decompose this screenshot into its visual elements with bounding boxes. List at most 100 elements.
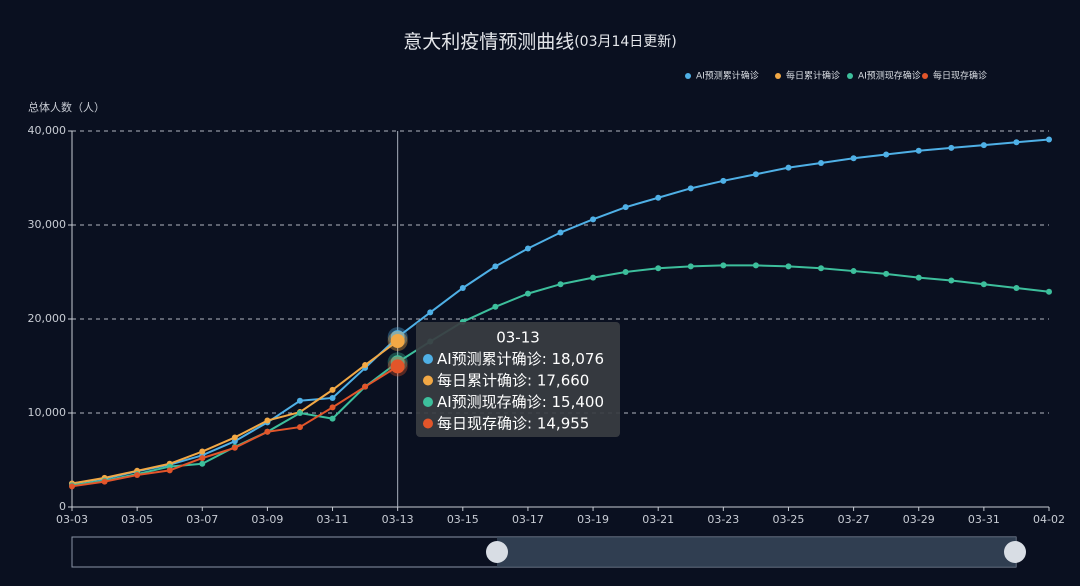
data-point	[362, 383, 369, 390]
data-point	[1046, 288, 1052, 295]
legend-marker	[685, 73, 691, 79]
x-tick-label: 03-05	[121, 513, 153, 526]
subtitle: (03月14日更新)	[574, 34, 677, 50]
data-point	[390, 359, 405, 374]
x-tick-label: 03-07	[186, 513, 218, 526]
data-point	[296, 424, 303, 431]
data-point	[1013, 284, 1020, 291]
x-tick-label: 03-23	[707, 513, 739, 526]
data-point	[720, 262, 727, 269]
data-point	[655, 265, 662, 272]
y-axis-label: 总体人数（人）	[28, 100, 105, 114]
data-point	[622, 204, 629, 211]
data-point	[590, 274, 597, 281]
data-point	[915, 147, 922, 154]
series-line	[71, 340, 399, 485]
chart-title: 意大利疫情预测曲线(03月14日更新)	[403, 31, 677, 53]
data-point	[557, 229, 564, 236]
x-tick-label: 03-17	[512, 513, 544, 526]
data-point	[427, 309, 434, 316]
tooltip-marker	[423, 418, 433, 429]
data-point	[199, 460, 206, 467]
legend-label: 每日累计确诊	[786, 70, 840, 82]
data-point	[390, 333, 405, 348]
tooltip-name: AI预测累计确诊	[437, 350, 542, 368]
tooltip-value: 14,955	[537, 414, 590, 432]
tooltip-box	[416, 322, 620, 437]
tooltip-sep: :	[542, 393, 552, 411]
data-point	[329, 394, 336, 401]
tooltip-row: 每日累计确诊: 17,660	[437, 371, 589, 389]
x-tick-label: 03-29	[903, 513, 935, 526]
data-point	[980, 281, 987, 288]
tooltip-title: 03-13	[496, 329, 540, 347]
data-point	[785, 263, 792, 270]
data-point	[492, 263, 499, 270]
data-point	[590, 216, 597, 223]
y-tick-label: 40,000	[28, 124, 67, 137]
tooltip-row: AI预测累计确诊: 18,076	[437, 350, 604, 368]
data-point	[752, 262, 759, 269]
tooltip-row: AI预测现存确诊: 15,400	[437, 393, 604, 411]
x-tick-label: 03-21	[642, 513, 674, 526]
data-point	[524, 245, 531, 252]
y-tick-label: 0	[59, 500, 66, 513]
data-point	[134, 472, 141, 479]
tooltip-sep: :	[527, 414, 537, 432]
data-point	[69, 483, 75, 490]
data-point	[231, 434, 238, 441]
title: 意大利疫情预测曲线	[403, 31, 574, 53]
y-tick-label: 10,000	[28, 406, 67, 419]
data-point	[850, 155, 857, 162]
data-point	[948, 277, 955, 284]
data-point	[883, 270, 890, 277]
tooltip-marker	[423, 354, 433, 364]
legend-label: 每日现存确诊	[933, 70, 987, 82]
tooltip-name: 每日现存确诊	[437, 414, 527, 432]
data-point	[687, 185, 694, 192]
x-tick-label: 03-09	[251, 513, 283, 526]
data-point	[720, 177, 727, 184]
data-point	[785, 164, 792, 171]
data-point	[622, 269, 629, 275]
zoom-handle[interactable]	[1004, 541, 1026, 563]
data-point	[329, 415, 336, 422]
data-point	[362, 362, 369, 369]
data-point	[329, 404, 336, 411]
data-point	[264, 428, 271, 435]
data-point	[818, 159, 825, 166]
legend-marker	[775, 73, 781, 79]
tooltip-value: 15,400	[552, 393, 605, 411]
x-tick-label: 03-31	[968, 513, 1000, 526]
data-point	[296, 397, 303, 404]
x-tick-label: 03-15	[447, 513, 479, 526]
zoom-window[interactable]	[497, 537, 1016, 567]
data-point	[264, 417, 271, 424]
y-tick-label: 20,000	[28, 312, 67, 325]
data-point	[101, 478, 108, 485]
data-point	[948, 144, 955, 151]
data-zoom[interactable]	[71, 536, 1026, 568]
data-point	[492, 303, 499, 310]
tooltip-row: 每日现存确诊: 14,955	[437, 414, 589, 432]
data-point	[915, 274, 922, 281]
legend-label: AI预测累计确诊	[696, 70, 759, 82]
tooltip-sep: :	[527, 371, 537, 389]
x-tick-label: 03-19	[577, 513, 609, 526]
zoom-handle[interactable]	[486, 541, 508, 563]
data-point	[459, 284, 466, 291]
data-point	[980, 142, 987, 149]
legend-marker	[847, 73, 853, 79]
x-tick-label: 03-27	[838, 513, 870, 526]
tooltip-name: AI预测现存确诊	[437, 393, 542, 411]
legend-label: AI预测现存确诊	[858, 70, 921, 82]
data-point	[1046, 136, 1052, 143]
data-point	[752, 171, 759, 178]
data-point	[166, 467, 173, 474]
y-tick-label: 30,000	[28, 218, 67, 231]
data-point	[1013, 139, 1020, 146]
data-point	[231, 444, 238, 451]
data-point	[199, 455, 206, 462]
tooltip-name: 每日累计确诊	[437, 371, 527, 389]
